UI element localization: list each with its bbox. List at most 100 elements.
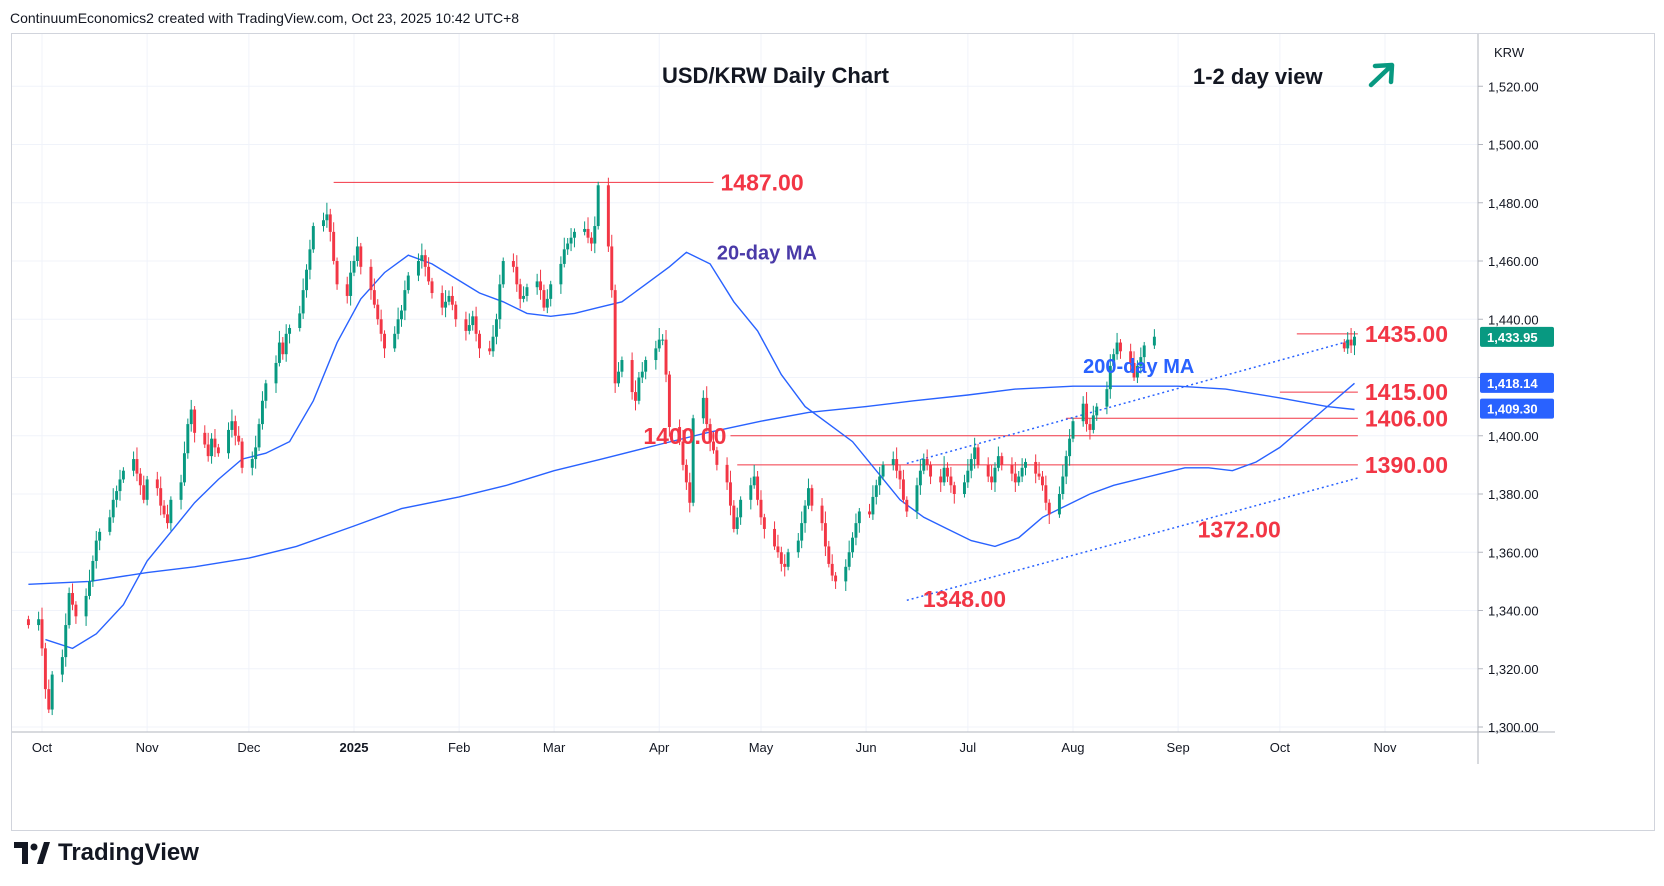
candle (728, 470, 732, 516)
candle-body (515, 266, 519, 285)
candle (640, 362, 644, 384)
candle-body (349, 272, 353, 296)
candle (213, 429, 217, 458)
candle (749, 477, 753, 510)
candle-body (1132, 362, 1136, 378)
candle (901, 469, 905, 504)
candle (1020, 458, 1024, 483)
candle-body (478, 333, 481, 349)
candle (284, 324, 288, 362)
candle-body (1142, 345, 1146, 358)
tradingview-logo-icon (14, 842, 50, 864)
price-badge-box (1480, 326, 1554, 347)
candle-body (810, 488, 814, 506)
candle (498, 274, 502, 329)
ma-label: 20-day MA (717, 243, 817, 265)
candle (186, 418, 190, 459)
candle (712, 431, 715, 454)
candle (949, 466, 953, 493)
candle-body (701, 397, 705, 419)
candle-body (644, 360, 648, 372)
candle (206, 432, 210, 462)
candle-body (952, 485, 956, 494)
candle (783, 554, 787, 577)
candle (918, 459, 922, 495)
candle-body (325, 214, 329, 221)
candle (881, 461, 885, 481)
candle-body (332, 231, 336, 261)
y-tick-label: 1,340.00 (1488, 604, 1539, 619)
candle (610, 234, 614, 298)
candle-body (871, 496, 875, 515)
candle-body (881, 464, 885, 477)
candle-body (942, 467, 946, 483)
candle (227, 422, 230, 459)
candle (1085, 392, 1089, 432)
candle (773, 521, 777, 550)
candle (898, 465, 902, 490)
candle-body (634, 392, 637, 401)
candle (1068, 429, 1072, 466)
candle-body (562, 249, 566, 264)
candle-body (1112, 354, 1116, 366)
candle-body (559, 263, 563, 285)
candle-body (1081, 403, 1085, 422)
candle (40, 607, 44, 656)
y-tick-label: 1,320.00 (1488, 662, 1539, 677)
candle (108, 509, 112, 536)
candle-body (403, 290, 407, 311)
candle (701, 390, 705, 424)
candle-body (705, 397, 709, 425)
candle-body (613, 290, 617, 384)
candle (637, 371, 641, 405)
arrow-head (1372, 62, 1395, 85)
candle (1115, 332, 1119, 360)
candle-body (37, 619, 41, 626)
candle-body (288, 327, 292, 334)
candle-body (786, 552, 790, 567)
point-label: 1372.00 (1198, 516, 1281, 542)
candle (511, 253, 515, 273)
candle-body (494, 319, 498, 337)
level-label: 1435.00 (1365, 321, 1448, 347)
candle-body (416, 261, 420, 276)
candle (352, 255, 356, 277)
candle (661, 334, 665, 346)
arrow-up-right-icon (1368, 62, 1395, 88)
candle-body (929, 464, 933, 477)
candle-body (369, 266, 373, 291)
x-tick-label: Apr (649, 740, 670, 755)
candle (1108, 354, 1112, 399)
y-tick-label: 1,440.00 (1488, 312, 1539, 327)
candle-body (1349, 339, 1353, 346)
candle (756, 470, 760, 506)
candle-body (545, 298, 549, 308)
candle (230, 409, 234, 438)
candle (203, 425, 207, 448)
candle-body (138, 473, 142, 486)
price-badge-label: 1,409.30 (1487, 402, 1538, 417)
price-badge: 1,433.95 (1480, 326, 1554, 347)
candle (776, 534, 780, 558)
candle-body (712, 441, 715, 451)
candle-body (657, 339, 661, 349)
candle-body (359, 246, 363, 267)
candle-body (193, 409, 197, 433)
candle (179, 474, 183, 510)
candle-body (922, 459, 926, 471)
candle (569, 228, 573, 252)
candle-body (796, 540, 800, 553)
candle-body (94, 540, 98, 561)
tradingview-brand[interactable]: TradingView (14, 838, 199, 868)
candle (942, 456, 946, 486)
candle-body (1061, 476, 1065, 494)
candle-body (376, 304, 380, 320)
chart-attribution: ContinuumEconomics2 created with Trading… (10, 10, 520, 26)
chart-frame[interactable] (11, 33, 1655, 831)
candle-body (966, 470, 970, 483)
candle-body (400, 310, 403, 320)
candle (47, 679, 51, 714)
candle (593, 216, 597, 254)
candle-body (189, 409, 193, 425)
